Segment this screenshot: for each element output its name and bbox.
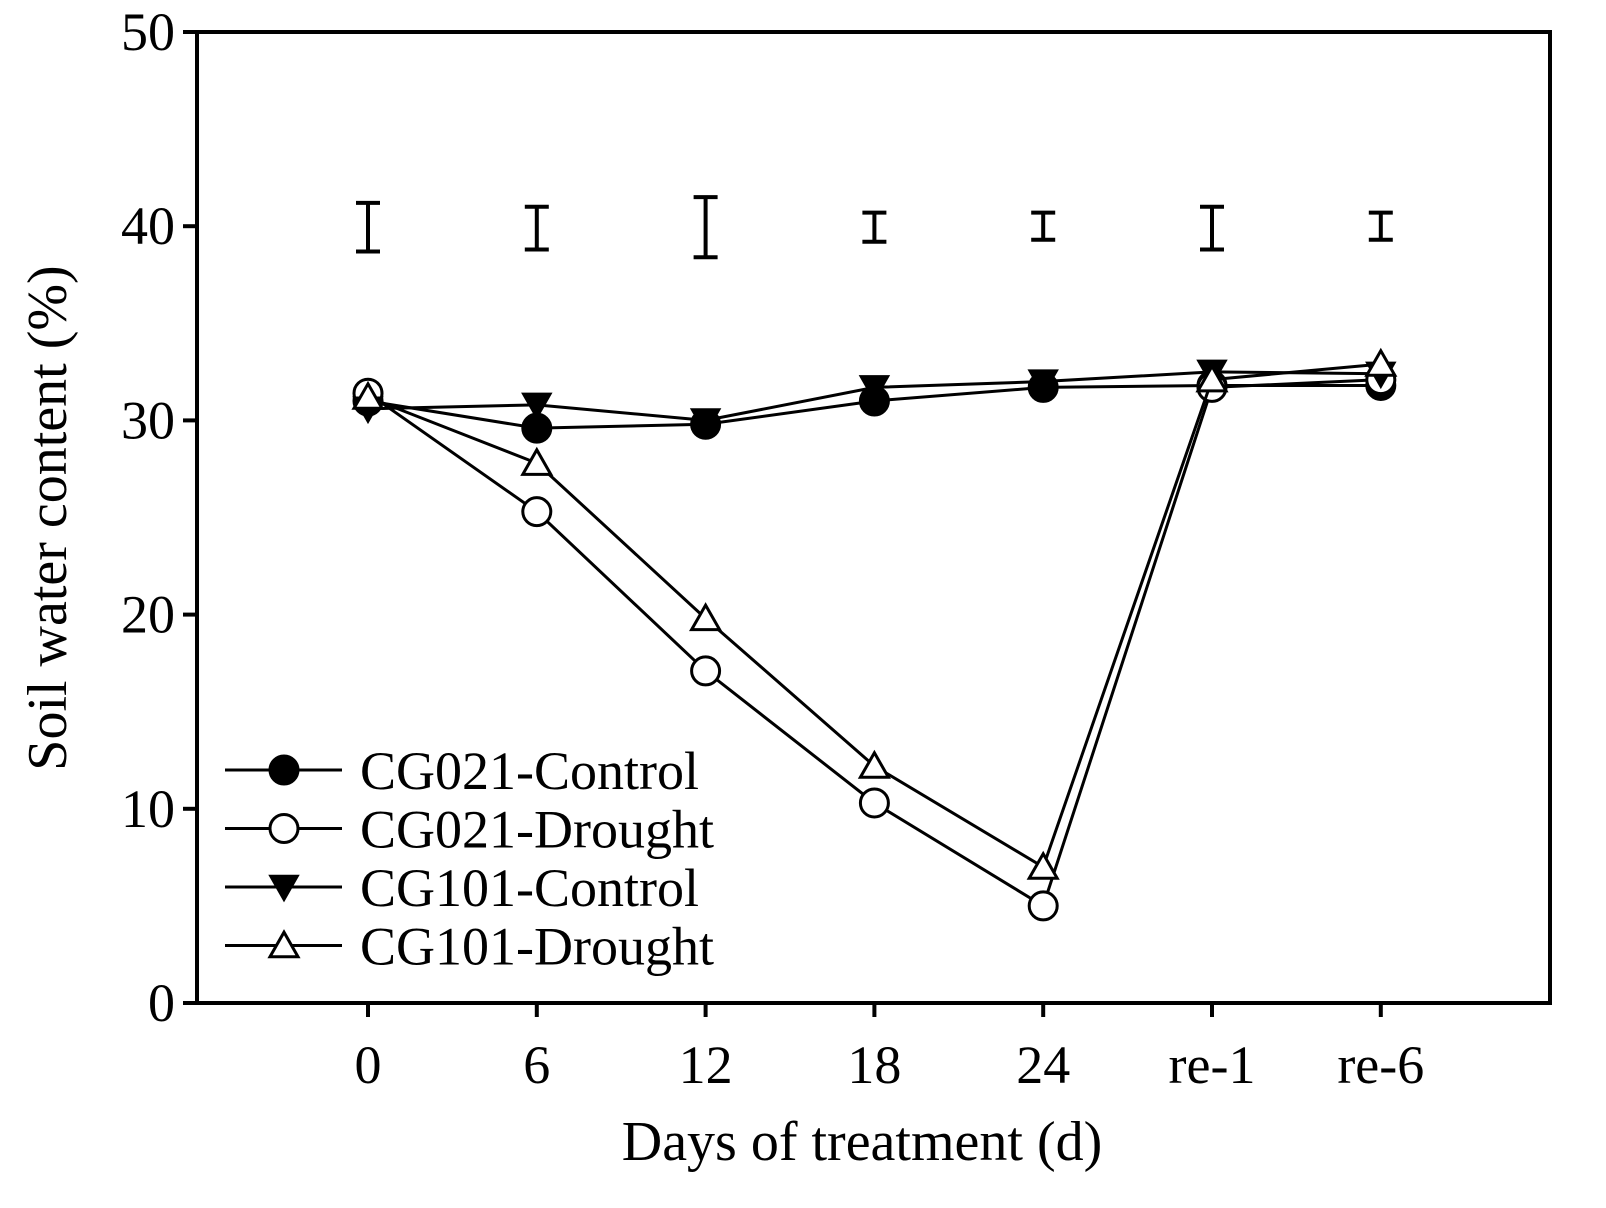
y-tick-label: 40 — [121, 196, 175, 256]
legend-label: CG101-Drought — [360, 917, 714, 977]
x-tick-label: 0 — [355, 1035, 382, 1095]
data-point — [1026, 850, 1060, 880]
legend-marker — [268, 754, 300, 786]
data-point — [351, 380, 385, 410]
data-point — [689, 602, 723, 632]
y-axis-label: Soil water content (%) — [17, 265, 79, 770]
x-tick-label: re-6 — [1337, 1035, 1424, 1095]
data-point — [521, 392, 553, 421]
legend-item: CG021-Drought — [225, 800, 714, 860]
error-bar — [1368, 210, 1393, 242]
legend-item: CG021-Control — [225, 741, 699, 801]
data-point — [858, 375, 891, 403]
legend-item: CG101-Control — [225, 858, 699, 918]
y-tick-label: 50 — [121, 2, 175, 62]
error-bar — [862, 210, 887, 244]
error-bar — [1031, 210, 1056, 242]
data-point — [858, 787, 890, 819]
x-tick-label: 18 — [847, 1035, 901, 1095]
legend-marker — [268, 813, 300, 844]
x-tick-label: 24 — [1016, 1035, 1070, 1095]
data-point — [1364, 347, 1398, 377]
error-bar — [356, 200, 380, 254]
data-point — [1027, 890, 1059, 922]
data-point — [521, 496, 553, 528]
error-bar — [1200, 204, 1224, 252]
legend-marker — [268, 874, 300, 903]
x-tick-label: re-1 — [1169, 1035, 1256, 1095]
data-point — [520, 446, 554, 476]
legend-marker — [267, 929, 301, 959]
error-bar — [524, 204, 549, 252]
series-cg101-drought — [351, 347, 1398, 880]
data-point — [1027, 369, 1059, 397]
legend-label: CG021-Drought — [360, 800, 714, 860]
error-bar — [693, 195, 718, 260]
y-tick-label: 20 — [121, 585, 175, 645]
x-axis-label: Days of treatment (d) — [622, 1111, 1102, 1173]
data-point — [689, 408, 722, 436]
data-point — [1195, 363, 1229, 393]
x-tick-label: 12 — [679, 1035, 733, 1095]
y-tick-label: 0 — [148, 973, 175, 1033]
legend-label: CG021-Control — [360, 741, 699, 801]
y-tick-label: 10 — [121, 779, 175, 839]
x-tick-label: 6 — [523, 1035, 550, 1095]
legend-label: CG101-Control — [360, 858, 699, 918]
data-point — [857, 749, 891, 779]
data-point — [690, 655, 722, 687]
legend: CG021-ControlCG021-DroughtCG101-ControlC… — [225, 741, 714, 977]
legend-item: CG101-Drought — [225, 917, 714, 977]
y-tick-label: 30 — [121, 390, 175, 450]
